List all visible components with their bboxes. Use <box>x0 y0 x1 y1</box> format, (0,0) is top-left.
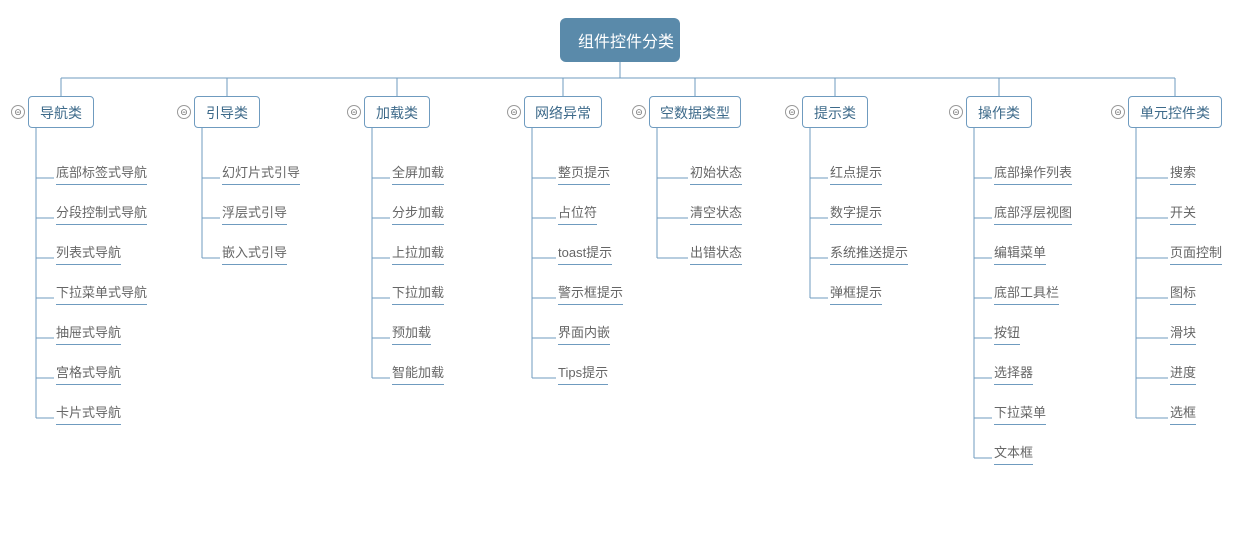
collapse-icon[interactable]: ⊝ <box>632 105 646 119</box>
leaf-node: 分步加载 <box>392 202 444 225</box>
category-node-nav[interactable]: ⊝导航类 <box>28 96 94 128</box>
leaf-node: 底部标签式导航 <box>56 162 147 185</box>
leaf-node: 红点提示 <box>830 162 882 185</box>
leaf-node: 底部工具栏 <box>994 282 1059 305</box>
leaf-node: 智能加载 <box>392 362 444 385</box>
leaf-node: 初始状态 <box>690 162 742 185</box>
leaf-node: Tips提示 <box>558 362 608 385</box>
leaf-node: 预加载 <box>392 322 431 345</box>
leaf-node: 卡片式导航 <box>56 402 121 425</box>
leaf-node: 分段控制式导航 <box>56 202 147 225</box>
collapse-icon[interactable]: ⊝ <box>1111 105 1125 119</box>
leaf-node: 系统推送提示 <box>830 242 908 265</box>
collapse-icon[interactable]: ⊝ <box>507 105 521 119</box>
connector-layer <box>0 0 1240 533</box>
leaf-node: 底部浮层视图 <box>994 202 1072 225</box>
leaf-node: 文本框 <box>994 442 1033 465</box>
leaf-node: 选框 <box>1170 402 1196 425</box>
leaf-node: 底部操作列表 <box>994 162 1072 185</box>
category-node-neterr[interactable]: ⊝网络异常 <box>524 96 602 128</box>
leaf-node: 图标 <box>1170 282 1196 305</box>
category-node-loading[interactable]: ⊝加载类 <box>364 96 430 128</box>
leaf-node: 警示框提示 <box>558 282 623 305</box>
leaf-node: 下拉菜单 <box>994 402 1046 425</box>
tree-diagram: 组件控件分类 ⊝导航类底部标签式导航分段控制式导航列表式导航下拉菜单式导航抽屉式导… <box>0 0 1240 533</box>
leaf-node: 清空状态 <box>690 202 742 225</box>
leaf-node: 幻灯片式引导 <box>222 162 300 185</box>
category-node-action[interactable]: ⊝操作类 <box>966 96 1032 128</box>
category-node-guide[interactable]: ⊝引导类 <box>194 96 260 128</box>
leaf-node: 开关 <box>1170 202 1196 225</box>
leaf-node: 下拉加载 <box>392 282 444 305</box>
leaf-node: 抽屉式导航 <box>56 322 121 345</box>
leaf-node: 浮层式引导 <box>222 202 287 225</box>
leaf-node: 按钮 <box>994 322 1020 345</box>
leaf-node: 嵌入式引导 <box>222 242 287 265</box>
leaf-node: 进度 <box>1170 362 1196 385</box>
category-node-hint[interactable]: ⊝提示类 <box>802 96 868 128</box>
leaf-node: 下拉菜单式导航 <box>56 282 147 305</box>
leaf-node: 全屏加载 <box>392 162 444 185</box>
collapse-icon[interactable]: ⊝ <box>11 105 25 119</box>
category-node-empty[interactable]: ⊝空数据类型 <box>649 96 741 128</box>
leaf-node: toast提示 <box>558 242 612 265</box>
category-node-unit[interactable]: ⊝单元控件类 <box>1128 96 1222 128</box>
collapse-icon[interactable]: ⊝ <box>347 105 361 119</box>
leaf-node: 编辑菜单 <box>994 242 1046 265</box>
leaf-node: 弹框提示 <box>830 282 882 305</box>
leaf-node: 页面控制 <box>1170 242 1222 265</box>
leaf-node: 出错状态 <box>690 242 742 265</box>
leaf-node: 选择器 <box>994 362 1033 385</box>
root-node: 组件控件分类 <box>560 18 680 62</box>
collapse-icon[interactable]: ⊝ <box>785 105 799 119</box>
leaf-node: 整页提示 <box>558 162 610 185</box>
collapse-icon[interactable]: ⊝ <box>949 105 963 119</box>
collapse-icon[interactable]: ⊝ <box>177 105 191 119</box>
leaf-node: 滑块 <box>1170 322 1196 345</box>
leaf-node: 宫格式导航 <box>56 362 121 385</box>
leaf-node: 上拉加载 <box>392 242 444 265</box>
leaf-node: 列表式导航 <box>56 242 121 265</box>
leaf-node: 界面内嵌 <box>558 322 610 345</box>
leaf-node: 搜索 <box>1170 162 1196 185</box>
leaf-node: 数字提示 <box>830 202 882 225</box>
leaf-node: 占位符 <box>558 202 597 225</box>
